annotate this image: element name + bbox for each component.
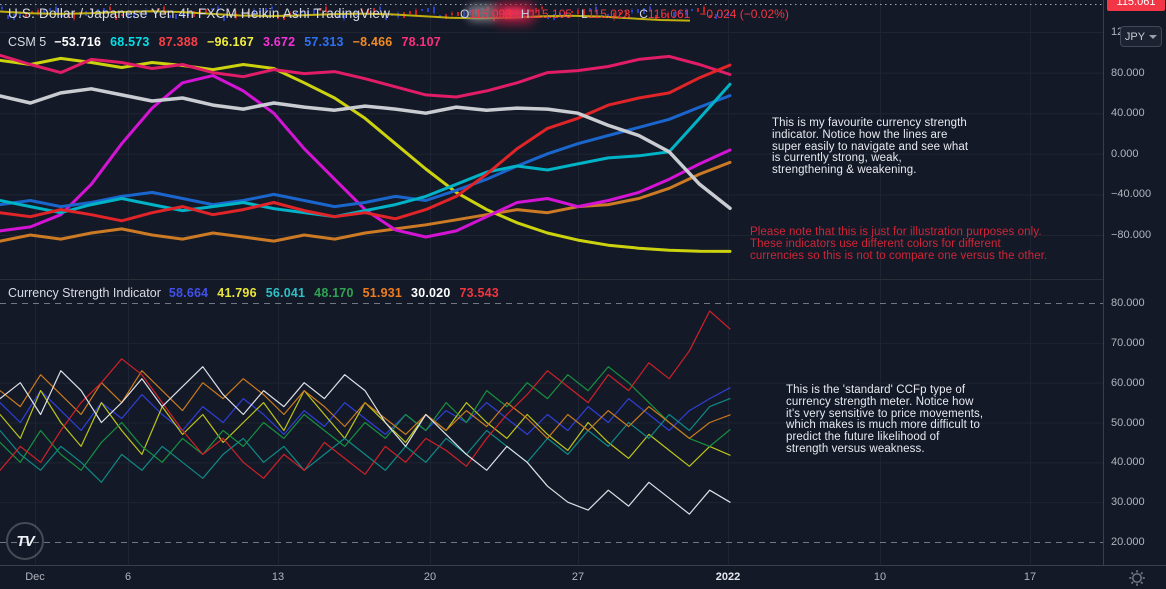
- csm-value: 87.388: [158, 35, 199, 49]
- lower-series-white: [0, 366, 731, 515]
- csm-indicator-values: −53.716 68.573 87.388 −96.167 3.672 57.313 −8.…: [54, 35, 441, 49]
- upper-series-orange: [0, 160, 732, 243]
- csm-value: 68.573: [110, 35, 150, 49]
- csi-value: 48.170: [314, 286, 354, 300]
- upper-series-pink: [0, 53, 732, 99]
- price-tick-label: 70.000: [1111, 336, 1145, 349]
- upper-series-cyan: [0, 82, 732, 219]
- time-tick-label: 20: [423, 571, 437, 583]
- price-tick-label: −80.000: [1111, 229, 1152, 241]
- csm-value: 78.107: [401, 35, 441, 49]
- currency-label: JPY: [1124, 30, 1146, 43]
- upper-series-red: [0, 63, 732, 223]
- csm-value: 3.672: [262, 35, 296, 49]
- csm-value: 57.313: [304, 35, 344, 49]
- annotation-lower-note[interactable]: This is the 'standard' CCFp type of curre…: [786, 384, 984, 455]
- ohlc-h: H115.105: [520, 7, 573, 21]
- tv-logo-glyph: TV: [16, 532, 34, 550]
- price-tick-label: 80.000: [1111, 66, 1145, 79]
- time-tick-label: 17: [1023, 571, 1037, 583]
- ohlc-values: O115.093 H115.105 L115.023 C115.061 −0.024 (…: [460, 7, 789, 21]
- csm-value: −8.466: [352, 35, 393, 49]
- csi-indicator-legend: Currency Strength Indicator 58.664 41.796…: [8, 286, 499, 300]
- csi-value: 58.664: [168, 286, 209, 300]
- csm-value: −96.167: [207, 35, 254, 49]
- ohlc-o: O115.093: [460, 7, 512, 21]
- csi-indicator-values: 58.664 41.796 56.041 48.170 51.931 30.020 73.5…: [169, 286, 499, 300]
- lower-series-teal: [0, 398, 731, 483]
- lower-series-red: [0, 310, 731, 479]
- lower-series-orange: [0, 370, 731, 439]
- upper-series-blue: [0, 94, 732, 209]
- chevron-down-icon: [1149, 34, 1158, 39]
- symbol-legend-row: U.S. Dollar / Japanese Yen 4h FXCM Heiki…: [8, 6, 789, 21]
- ohlc-l: L115.023: [581, 7, 631, 21]
- tradingview-logo-watermark: TV: [6, 522, 44, 560]
- time-tick-label: 10: [873, 571, 887, 583]
- price-tick-label: 40.000: [1111, 107, 1145, 120]
- time-tick-label: 13: [271, 571, 285, 583]
- price-tick-label: 0.000: [1111, 147, 1139, 160]
- price-tick-label: 30.000: [1111, 496, 1145, 509]
- axis-settings-gear-icon[interactable]: [1128, 569, 1146, 587]
- last-price-badge: 115.061: [1107, 0, 1165, 11]
- time-tick-label: Dec: [25, 571, 45, 583]
- chart-plot-area[interactable]: [0, 0, 1103, 565]
- csi-value: 30.020: [411, 286, 451, 300]
- price-axis[interactable]: 115.061 JPY 120.00080.00040.0000.000−40.…: [1103, 0, 1166, 565]
- lower-series-blue: [0, 387, 731, 435]
- time-axis[interactable]: Dec 6 13 20 27 2022 10 17: [0, 565, 1166, 589]
- price-tick-label: −40.000: [1111, 188, 1152, 201]
- ohlc-c: C115.061: [639, 7, 691, 21]
- csm-indicator-legend: CSM 5 −53.716 68.573 87.388 −96.167 3.672 57.…: [8, 35, 441, 49]
- csi-value: 73.543: [459, 286, 499, 300]
- price-tick-label: 50.000: [1111, 416, 1145, 429]
- currency-toggle-button[interactable]: JPY: [1120, 26, 1162, 47]
- price-change: −0.024 (−0.02%): [699, 7, 789, 21]
- csi-value: 56.041: [265, 286, 306, 300]
- csi-value: 41.796: [217, 286, 257, 300]
- csm-value: −53.716: [54, 35, 102, 49]
- csi-value: 51.931: [362, 286, 403, 300]
- csi-indicator-title[interactable]: Currency Strength Indicator: [8, 286, 161, 300]
- time-tick-label: 27: [571, 571, 585, 583]
- annotation-disclaimer-note[interactable]: Please note that this is just for illust…: [750, 226, 1048, 262]
- lower-series-green: [0, 366, 731, 471]
- price-tick-label: 60.000: [1111, 376, 1145, 389]
- csm-indicator-title[interactable]: CSM 5: [8, 35, 47, 49]
- annotation-upper-note[interactable]: This is my favourite currency strength in…: [772, 117, 969, 177]
- upper-series-yellow: [0, 56, 732, 253]
- time-tick-label: 6: [124, 571, 132, 583]
- price-tick-label: 80.000: [1111, 297, 1145, 309]
- price-tick-label: 40.000: [1111, 456, 1145, 469]
- upper-series-white: [0, 87, 732, 211]
- time-tick-label: 2022: [715, 571, 741, 583]
- symbol-title[interactable]: U.S. Dollar / Japanese Yen 4h FXCM Heiki…: [8, 6, 391, 21]
- price-tick-label: 20.000: [1111, 536, 1145, 548]
